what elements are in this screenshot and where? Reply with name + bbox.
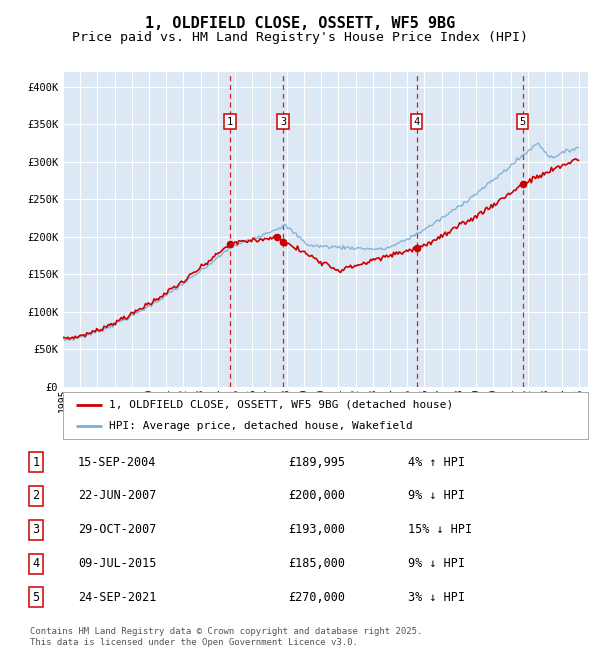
Text: £189,995: £189,995	[288, 456, 345, 469]
Text: 1: 1	[32, 456, 40, 469]
Text: 3: 3	[280, 117, 286, 127]
Text: 9% ↓ HPI: 9% ↓ HPI	[408, 489, 465, 502]
Text: £270,000: £270,000	[288, 591, 345, 604]
Text: 22-JUN-2007: 22-JUN-2007	[78, 489, 157, 502]
Text: Contains HM Land Registry data © Crown copyright and database right 2025.
This d: Contains HM Land Registry data © Crown c…	[30, 627, 422, 647]
Text: £200,000: £200,000	[288, 489, 345, 502]
Text: £193,000: £193,000	[288, 523, 345, 536]
Text: 1, OLDFIELD CLOSE, OSSETT, WF5 9BG: 1, OLDFIELD CLOSE, OSSETT, WF5 9BG	[145, 16, 455, 31]
Text: 5: 5	[520, 117, 526, 127]
Text: 1: 1	[227, 117, 233, 127]
Text: HPI: Average price, detached house, Wakefield: HPI: Average price, detached house, Wake…	[109, 421, 413, 431]
Text: 29-OCT-2007: 29-OCT-2007	[78, 523, 157, 536]
Text: Price paid vs. HM Land Registry's House Price Index (HPI): Price paid vs. HM Land Registry's House …	[72, 31, 528, 44]
Text: £185,000: £185,000	[288, 557, 345, 570]
Text: 9% ↓ HPI: 9% ↓ HPI	[408, 557, 465, 570]
Text: 24-SEP-2021: 24-SEP-2021	[78, 591, 157, 604]
Text: 5: 5	[32, 591, 40, 604]
Text: 15-SEP-2004: 15-SEP-2004	[78, 456, 157, 469]
Text: 4% ↑ HPI: 4% ↑ HPI	[408, 456, 465, 469]
Text: 3% ↓ HPI: 3% ↓ HPI	[408, 591, 465, 604]
Text: 1, OLDFIELD CLOSE, OSSETT, WF5 9BG (detached house): 1, OLDFIELD CLOSE, OSSETT, WF5 9BG (deta…	[109, 400, 454, 410]
Text: 3: 3	[32, 523, 40, 536]
Text: 2: 2	[32, 489, 40, 502]
Text: 09-JUL-2015: 09-JUL-2015	[78, 557, 157, 570]
Text: 4: 4	[413, 117, 420, 127]
Text: 4: 4	[32, 557, 40, 570]
Text: 15% ↓ HPI: 15% ↓ HPI	[408, 523, 472, 536]
